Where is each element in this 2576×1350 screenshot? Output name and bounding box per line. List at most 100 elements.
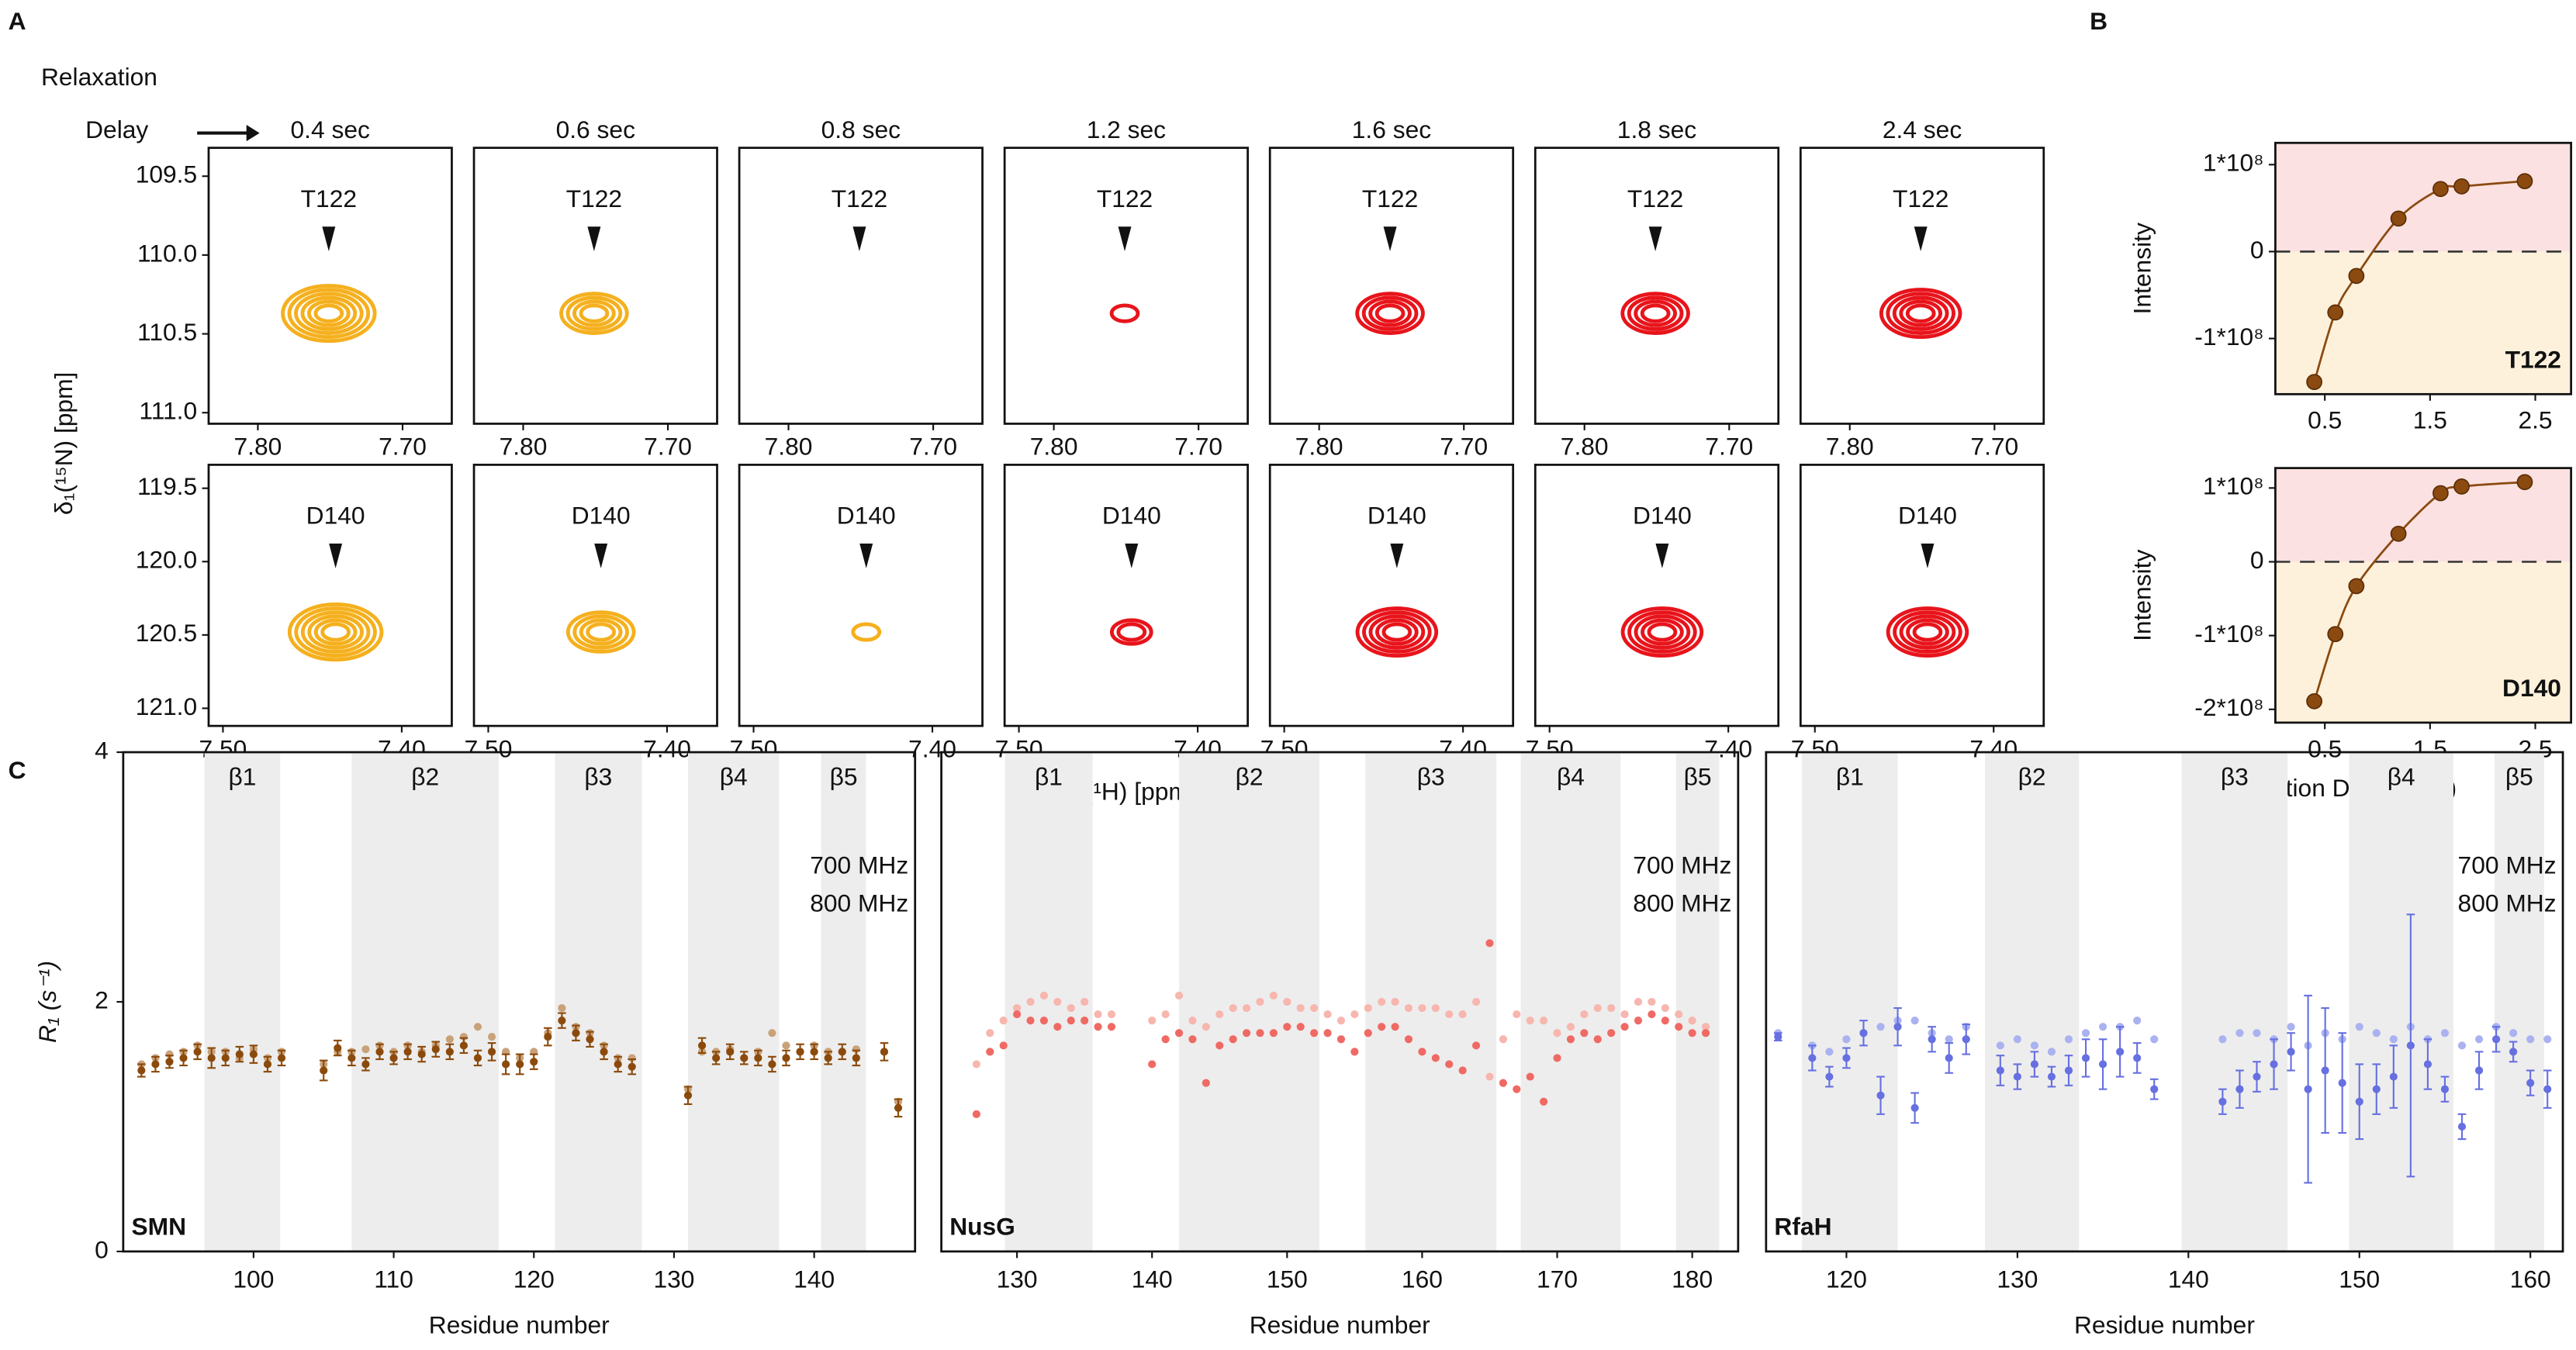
peak-label: T122 (1362, 185, 1418, 212)
contour (572, 614, 630, 650)
x-tick-label: 160 (1402, 1265, 1443, 1293)
data-point (1842, 1054, 1851, 1062)
strand-region (1004, 752, 1093, 1252)
data-point (2099, 1060, 2107, 1069)
data-point (600, 1048, 608, 1056)
data-point (1607, 1029, 1616, 1038)
data-point (1431, 1003, 1440, 1013)
data-point (1081, 997, 1089, 1006)
data-point (1774, 1032, 1782, 1041)
data-point (2150, 1035, 2159, 1044)
y-tick-label: 110.0 (137, 239, 197, 267)
contour (565, 295, 623, 331)
data-point (1471, 997, 1481, 1006)
x-tick-label: 7.80 (234, 433, 282, 461)
peak-label: T122 (832, 185, 887, 212)
y-tick-label: 2 (95, 986, 109, 1013)
data-point (459, 1041, 468, 1050)
data-point (2516, 474, 2533, 491)
contour (1892, 295, 1949, 331)
peak-arrow (1921, 544, 1935, 568)
x-tick-label: 130 (1997, 1265, 2038, 1293)
plot-frame (1268, 464, 1515, 727)
peak-arrow (329, 544, 343, 568)
data-point (1215, 1010, 1224, 1019)
data-point (2440, 1085, 2450, 1093)
contour (579, 303, 610, 323)
data-point (348, 1054, 356, 1062)
data-point (2457, 1122, 2467, 1131)
data-point (263, 1060, 272, 1069)
data-point (1188, 1017, 1197, 1025)
data-point (1675, 1023, 1683, 1031)
data-point (1269, 1029, 1278, 1038)
data-point (2526, 1035, 2535, 1044)
x-tick-label: 130 (653, 1265, 694, 1293)
x-tick-label: 0.5 (2308, 734, 2342, 762)
strand-label: β2 (2018, 762, 2046, 790)
contour (1374, 618, 1419, 646)
contour (1899, 614, 1956, 650)
data-point (2270, 1060, 2278, 1069)
data-point (1350, 1010, 1359, 1019)
data-point (1336, 1017, 1346, 1025)
data-point (2543, 1085, 2552, 1093)
data-point (1688, 1017, 1696, 1025)
data-point (2355, 1097, 2363, 1106)
data-point (1876, 1091, 1885, 1100)
protein-label: SMN (131, 1213, 186, 1241)
data-point (880, 1048, 889, 1056)
y-axis-label: Intensity (2128, 550, 2156, 641)
plot-frame (2274, 141, 2573, 395)
data-point (2389, 1035, 2398, 1044)
x-tick-label: 140 (2168, 1265, 2209, 1293)
data-point (1499, 1035, 1507, 1044)
peak-arrow (1118, 226, 1132, 252)
protein-label: RfaH (1774, 1213, 1831, 1241)
y-axis-label: Intensity (2128, 223, 2156, 314)
data-point (193, 1048, 202, 1056)
data-point (249, 1050, 258, 1058)
data-point (361, 1060, 370, 1069)
legend-entry: 700 MHz (2458, 851, 2557, 879)
contour (287, 602, 384, 662)
contour (1905, 303, 1936, 323)
contour (313, 303, 344, 323)
panel-label: A (9, 7, 26, 35)
contour (1634, 614, 1691, 650)
data-point (1391, 997, 1399, 1006)
data-point (2348, 578, 2365, 595)
y-axis-label: R₁ (s⁻¹) (33, 961, 61, 1043)
data-point (796, 1048, 804, 1056)
data-point (2030, 1041, 2038, 1050)
strand-region (204, 752, 281, 1252)
x-tick-label: 7.80 (765, 433, 813, 461)
data-point (320, 1066, 328, 1075)
data-point (2453, 478, 2470, 495)
data-point (389, 1054, 398, 1062)
plot-frame (207, 147, 453, 425)
data-point (2474, 1066, 2484, 1075)
data-point (1701, 1029, 1710, 1038)
x-axis-label: Residue number (1250, 1311, 1430, 1339)
strand-region (1179, 752, 1320, 1252)
contour (1620, 292, 1690, 335)
data-point (2509, 1048, 2518, 1056)
strand-region (1802, 752, 1898, 1252)
y-tick-label: 0 (2250, 546, 2264, 574)
strand-region (1984, 752, 2080, 1252)
delay-label: 1.6 sec (1352, 116, 1431, 143)
data-point (2287, 1048, 2295, 1056)
data-point (1485, 939, 1494, 948)
data-point (810, 1048, 818, 1056)
data-point (2390, 525, 2407, 542)
data-point (1945, 1035, 1953, 1044)
data-point (2064, 1066, 2073, 1075)
data-point (1620, 1010, 1629, 1019)
data-point (1553, 1054, 1561, 1062)
residue-label: T122 (2505, 345, 2561, 373)
data-point (1161, 1010, 1170, 1019)
data-point (628, 1062, 636, 1071)
x-tick-label: 2.5 (2518, 406, 2552, 434)
data-point (558, 1003, 566, 1013)
